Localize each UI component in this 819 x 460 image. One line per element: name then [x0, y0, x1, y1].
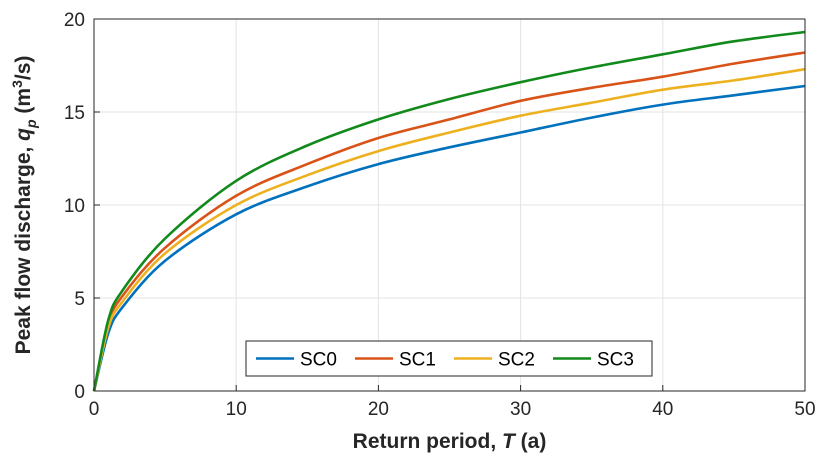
y-axis-title-unit-close: /s): [12, 56, 35, 81]
series-layer: [92, 30, 806, 392]
y-tick-label: 10: [64, 196, 85, 217]
series-line-sc0: [92, 84, 806, 392]
series-line-sc3: [92, 30, 806, 392]
legend-label-sc3: SC3: [597, 350, 634, 371]
x-tick-label: 40: [652, 399, 673, 420]
x-tick-label: 0: [89, 399, 100, 420]
legend-label-sc0: SC0: [300, 350, 337, 371]
y-tick-label: 20: [64, 10, 85, 31]
y-tick-label: 15: [64, 103, 85, 124]
y-axis-title-subscript: p: [23, 119, 39, 129]
y-axis-title: Peak flow discharge, qp (m3/s): [9, 56, 39, 355]
x-tick-label: 50: [794, 399, 815, 420]
y-tick-label: 5: [74, 289, 85, 310]
x-axis-title-prefix: Return period,: [353, 430, 502, 453]
axis-ticks: 0 10 20 30 40 50 0 5 10 15 20: [64, 10, 816, 420]
x-tick-label: 20: [368, 399, 389, 420]
y-axis-title-prefix: Peak flow discharge,: [12, 141, 35, 355]
y-axis-title-superscript: 3: [9, 80, 25, 88]
x-tick-label: 30: [510, 399, 531, 420]
legend-label-sc1: SC1: [399, 350, 436, 371]
legend-label-sc2: SC2: [498, 350, 535, 371]
y-tick-label: 0: [74, 382, 85, 403]
series-line-sc1: [92, 51, 806, 392]
x-tick-label: 10: [226, 399, 247, 420]
legend: SC0 SC1 SC2 SC3: [245, 340, 653, 377]
x-axis-title-suffix: (a): [515, 430, 547, 453]
series-line-sc2: [92, 67, 806, 392]
y-axis-title-symbol: q: [12, 128, 35, 141]
x-axis-title: Return period, T (a): [353, 430, 547, 453]
x-axis-title-symbol: T: [502, 430, 517, 453]
y-axis-title-unit-open: (m: [12, 88, 35, 120]
